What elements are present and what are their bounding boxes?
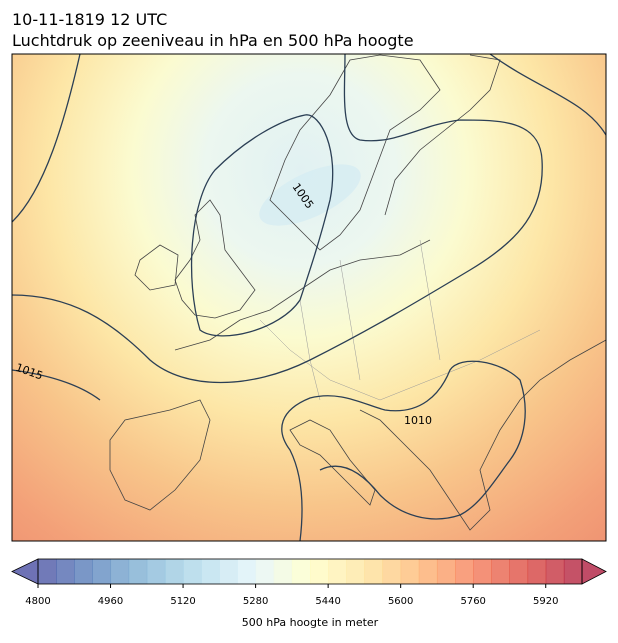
colorbar-segment — [418, 559, 438, 584]
colorbar-segment — [255, 559, 275, 584]
colorbar-segment — [364, 559, 384, 584]
colorbar-segment — [328, 559, 347, 584]
coastline — [289, 419, 376, 506]
colorbar-segment — [183, 559, 202, 584]
colorbar-segment — [201, 559, 220, 584]
borders — [259, 239, 541, 401]
colorbar-segment — [164, 559, 184, 584]
colorbar-segment — [56, 559, 75, 584]
isobar — [190, 114, 334, 337]
colorbar-segment — [455, 559, 474, 584]
isobar — [489, 54, 606, 136]
isobar — [281, 360, 526, 541]
colorbar-tick-label: 5920 — [533, 596, 558, 607]
coastline — [174, 239, 431, 351]
colorbar-label: 500 hPa hoogte in meter — [242, 616, 379, 629]
colorbar-segment — [310, 559, 329, 584]
colorbar-frame — [37, 558, 583, 585]
colorbar-segment — [110, 559, 130, 584]
coastline — [109, 399, 211, 511]
colorbar-segment — [491, 559, 510, 584]
height-low — [259, 164, 361, 226]
colorbar-segment — [237, 559, 257, 584]
colorbar-tick-label: 5440 — [315, 596, 340, 607]
colorbar-tick-label: 5280 — [243, 596, 268, 607]
colorbar-segment — [128, 559, 148, 584]
colorbar-segment — [382, 559, 402, 584]
contour-label: 1010 — [404, 414, 432, 427]
colorbar-segment — [346, 559, 365, 584]
isobar — [12, 54, 543, 384]
colorbar-segment — [527, 559, 547, 584]
colorbar-tick-label: 5120 — [170, 596, 195, 607]
colorbar-tick-label: 4960 — [98, 596, 123, 607]
map: 1005 1015 1010 — [12, 54, 606, 541]
colorbar-segment — [92, 559, 112, 584]
colorbar-segment — [545, 559, 565, 584]
isobar — [12, 369, 101, 401]
colorbar-segment — [219, 559, 238, 584]
colorbar-segment — [436, 559, 456, 584]
colorbar-segment — [473, 559, 492, 584]
coastline — [359, 339, 606, 531]
isobar — [12, 54, 81, 223]
colorbar-tick-label: 5760 — [460, 596, 485, 607]
colorbar-segment — [273, 559, 293, 584]
colorbar-extend-high — [581, 558, 607, 585]
colorbar-segment — [509, 559, 529, 584]
coastline — [134, 244, 179, 291]
colorbar-segment — [400, 559, 420, 584]
colorbar-segment — [74, 559, 93, 584]
colorbar-segment — [291, 559, 311, 584]
title: 10-11-1819 12 UTC — [12, 10, 167, 29]
subtitle: Luchtdruk op zeeniveau in hPa en 500 hPa… — [12, 31, 414, 50]
map-frame — [11, 53, 607, 542]
colorbar-segment — [146, 559, 166, 584]
colorbar-segment — [563, 559, 583, 584]
colorbar-segment — [38, 559, 57, 584]
colorbar-tick-label: 4800 — [25, 596, 50, 607]
height-field — [12, 54, 606, 541]
colorbar-extend-low — [11, 558, 39, 585]
colorbar-tick-label: 5600 — [388, 596, 413, 607]
coastline — [269, 54, 441, 251]
